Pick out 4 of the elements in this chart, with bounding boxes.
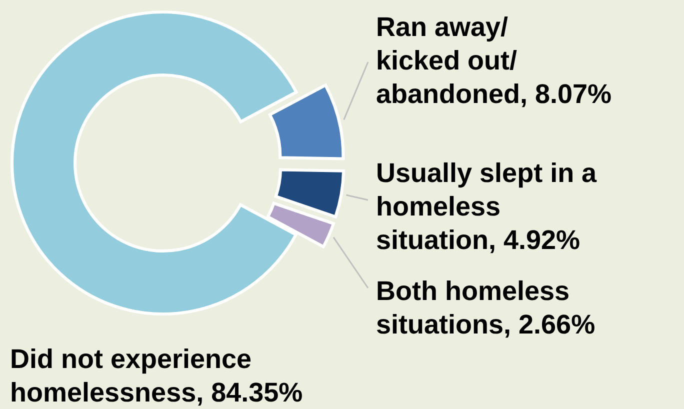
slice-label: Both homeless situations, 2.66% <box>376 276 596 340</box>
slice-label: Usually slept in a homeless situation, 4.92% <box>376 158 598 255</box>
slice-label: Did not experience homelessness, 84.35% <box>10 344 303 408</box>
slice-label: Ran away/kicked out/abandoned, 8.07% <box>376 12 612 109</box>
